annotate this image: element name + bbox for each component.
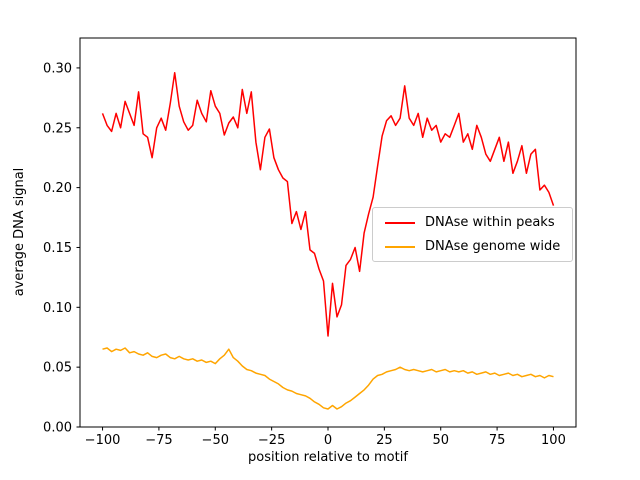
x-tick-label: −75 (145, 433, 172, 448)
y-tick-label: 0.30 (43, 61, 72, 76)
y-tick-label: 0.25 (43, 121, 72, 136)
plot-content: −100 −75 −50 −25 0 25 50 75 100 0.00 0.05 0.10 0.15 0… (43, 37, 577, 448)
x-tick-label: 0 (324, 433, 332, 448)
series-line-0 (101, 71, 555, 337)
axes-frame (79, 37, 577, 428)
legend-line-red-icon (385, 221, 415, 224)
y-tick-label: 0.10 (43, 301, 72, 316)
x-tick-label: 75 (489, 433, 506, 448)
y-tick-label: 0.00 (43, 421, 72, 436)
legend-label-within-peaks: DNAse within peaks (425, 215, 555, 230)
y-axis-label: average DNA signal (12, 168, 27, 297)
x-tick-label: −25 (258, 433, 285, 448)
legend-label-genome-wide: DNAse genome wide (425, 239, 561, 254)
legend-line-orange-icon (385, 245, 415, 248)
legend: DNAse within peaks DNAse genome wide (372, 207, 574, 262)
y-tick-label: 0.20 (43, 181, 72, 196)
series-line-1 (102, 347, 554, 410)
x-tick-label: 50 (432, 433, 449, 448)
x-tick-label: −50 (202, 433, 229, 448)
x-tick-label: 25 (376, 433, 393, 448)
x-tick-label: −100 (85, 433, 121, 448)
legend-item-within-peaks: DNAse within peaks (385, 215, 560, 230)
y-tick-label: 0.15 (43, 241, 72, 256)
legend-item-genome-wide: DNAse genome wide (385, 239, 560, 254)
x-axis-label: position relative to motif (248, 450, 408, 465)
x-tick-label: 100 (541, 433, 566, 448)
y-tick-label: 0.05 (43, 361, 72, 376)
